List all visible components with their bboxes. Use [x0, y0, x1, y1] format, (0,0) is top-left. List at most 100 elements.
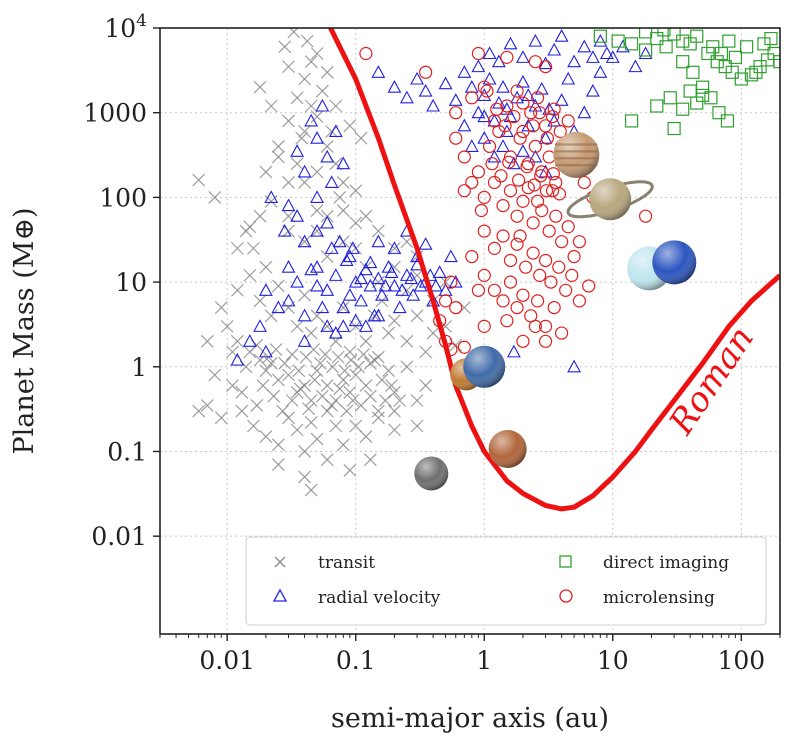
transit-point-stroke [310, 165, 324, 179]
transit-point [325, 398, 339, 412]
transit-point-stroke [400, 334, 414, 348]
radial-velocity-point [328, 268, 343, 281]
transit-point-stroke [387, 423, 401, 437]
transit-point-stroke [352, 360, 365, 374]
transit-point-stroke [259, 165, 273, 179]
radial-velocity-point [354, 293, 368, 307]
transit-point [320, 65, 334, 79]
radial-velocity-point [281, 198, 296, 212]
direct-imaging-point [734, 72, 748, 86]
radial-velocity-point [605, 50, 620, 63]
microlensing-point [449, 300, 463, 315]
radial-velocity-point [538, 131, 553, 144]
radial-velocity-point [271, 300, 286, 314]
radial-velocity-point [457, 118, 472, 132]
transit-point [293, 382, 307, 396]
transit-point [282, 114, 295, 128]
radial-velocity-point [336, 319, 351, 332]
radial-velocity-point [503, 36, 518, 50]
transit-point-stroke [378, 394, 392, 407]
radial-velocity-point [324, 175, 339, 189]
direct-imaging-point [710, 55, 724, 69]
transit-point [310, 110, 324, 123]
transit-point-stroke [393, 394, 407, 407]
microlensing-point [521, 181, 535, 195]
transit-point-stroke [290, 319, 304, 333]
transit-point [298, 72, 312, 86]
transit-point [264, 99, 278, 113]
transit-point [256, 379, 270, 393]
transit-point [298, 470, 312, 484]
transit-point-stroke [387, 404, 401, 418]
radial-velocity-point [547, 42, 562, 56]
transit-point [393, 394, 407, 407]
microlensing-point [510, 237, 524, 251]
transit-point-stroke [382, 364, 395, 378]
transit-point-stroke [371, 224, 385, 238]
transit-point [371, 411, 385, 425]
transit-point-stroke [264, 356, 278, 370]
microlensing-point [582, 279, 596, 293]
transit-point-stroke [382, 326, 395, 340]
transit-point-stroke [214, 411, 228, 425]
microlensing-point [519, 260, 533, 274]
transit-point-stroke [259, 430, 273, 443]
radial-velocity-point [304, 262, 319, 276]
transit-point [304, 55, 318, 69]
radial-velocity-point [328, 124, 343, 138]
radial-velocity-point [384, 265, 399, 278]
transit-point [331, 350, 345, 364]
transit-point-stroke [315, 389, 329, 403]
radial-velocity-point [371, 65, 386, 78]
microlensing-point [572, 294, 587, 308]
transit-point-stroke [336, 301, 350, 315]
legend-marker-radial-velocity [272, 588, 288, 602]
transit-point-stroke [343, 463, 357, 477]
transit-point [346, 394, 360, 407]
radial-velocity-point [406, 288, 421, 301]
microlensing-point [538, 60, 553, 74]
transit-point [308, 373, 322, 387]
microlensing-point [559, 283, 573, 297]
transit-point-stroke [264, 194, 278, 208]
microlensing-point [542, 224, 556, 238]
transit-point [192, 404, 206, 418]
radial-velocity-point [432, 265, 447, 278]
transit-point-stroke [357, 347, 370, 361]
microlensing-point [539, 184, 554, 198]
transit-point-stroke [343, 119, 357, 133]
series-direct-imaging [593, 28, 780, 136]
microlensing-point [565, 268, 579, 282]
microlensing-point [503, 184, 518, 198]
microlensing-point [638, 209, 653, 223]
transit-point-stroke [359, 379, 373, 393]
radial-velocity-point [577, 39, 592, 53]
radial-velocity-point [371, 271, 386, 285]
radial-velocity-point [577, 105, 592, 119]
transit-point-stroke [250, 338, 264, 352]
radial-velocity-point [471, 105, 486, 119]
transit-point-stroke [410, 394, 424, 407]
direct-imaging-point [722, 34, 736, 48]
microlensing-point [526, 119, 540, 133]
direct-imaging-point [744, 68, 759, 82]
transit-point [320, 250, 334, 264]
transit-point [359, 209, 373, 223]
radial-velocity-point [304, 113, 319, 127]
transit-point-stroke [325, 398, 339, 412]
radial-velocity-point [593, 65, 608, 78]
microlensing-point [474, 203, 488, 218]
microlensing-point [533, 106, 547, 120]
transit-point-stroke [250, 398, 264, 412]
transit-point-stroke [320, 404, 334, 418]
transit-point [235, 385, 249, 399]
radial-velocity-point [448, 274, 463, 288]
y-top-exponent: 4 [136, 11, 147, 31]
planet-neptune [652, 240, 697, 285]
transit-point [338, 364, 352, 378]
microlensing-point [480, 84, 494, 98]
microlensing-point [503, 253, 518, 268]
transit-point-stroke [271, 139, 285, 153]
transit-point [304, 416, 318, 429]
transit-point [230, 241, 244, 255]
